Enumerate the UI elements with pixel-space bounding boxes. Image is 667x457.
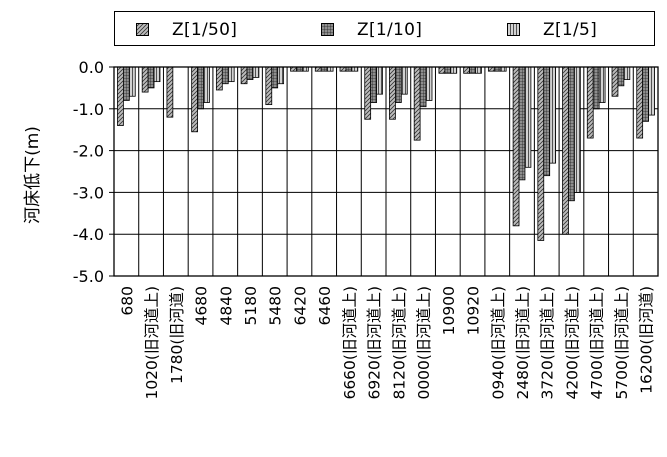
bar (246, 66, 254, 80)
bar (592, 66, 600, 110)
bar (475, 66, 482, 74)
legend-item-z-1-10: Z[1/10] (321, 20, 422, 40)
bar (271, 66, 279, 89)
x-tick-label: 6420 (292, 286, 310, 325)
x-tick-label: 3720(旧河道上) (539, 286, 557, 400)
legend: Z[1/50] Z[1/10] Z[1/5] (114, 11, 655, 46)
bar (197, 66, 204, 110)
bar (518, 66, 526, 181)
bar (549, 66, 557, 164)
bar (568, 66, 575, 202)
bar (469, 66, 476, 74)
bar (227, 66, 235, 83)
bar (394, 66, 402, 103)
bar (117, 66, 124, 126)
y-tick-label: -4.0 (73, 225, 104, 244)
bar (419, 66, 427, 108)
x-tick-label: 4200(旧河道上) (564, 286, 582, 400)
bar (537, 66, 545, 241)
legend-swatch-grid (321, 23, 334, 36)
bar (364, 66, 372, 120)
bar (240, 66, 248, 85)
x-tick-label: 0000(旧河道上) (415, 286, 433, 400)
bar (562, 66, 569, 235)
bar (450, 66, 458, 74)
bar (598, 66, 606, 103)
bar (400, 66, 408, 95)
x-tick-labels: 680 1020(旧河道上) 1780(旧河道) 4680 4840 5180 5480 64… (118, 286, 655, 400)
legend-item-z-1-5: Z[1/5] (507, 20, 597, 40)
bar (141, 66, 149, 93)
bar (636, 66, 644, 139)
bar (611, 66, 619, 97)
axes (109, 66, 659, 277)
x-tick-label: 680 (118, 286, 136, 316)
x-tick-label: 6460 (316, 286, 334, 325)
legend-swatch-diag (136, 23, 149, 36)
bar (370, 66, 378, 103)
grid-lines (113, 66, 659, 277)
y-tick-label: 0.0 (79, 58, 104, 77)
bar (215, 66, 223, 91)
bar (277, 66, 285, 85)
x-tick-label: 10920 (465, 286, 483, 335)
legend-swatch-vert (507, 23, 520, 36)
x-tick-label: 4680 (193, 286, 211, 325)
bar (642, 66, 649, 122)
x-tick-label: 1780(旧河道) (168, 286, 186, 384)
bar (524, 66, 532, 168)
bar (166, 66, 174, 118)
bar (648, 66, 655, 116)
bar (586, 66, 594, 139)
legend-label: Z[1/10] (357, 20, 423, 40)
bar (376, 66, 383, 95)
bar (574, 66, 581, 193)
x-tick-label: 1020(旧河道上) (143, 286, 161, 400)
bar (425, 66, 433, 101)
bar (413, 66, 421, 141)
x-tick-label: 0940(旧河道上) (489, 286, 507, 400)
y-tick-labels: 0.0 -1.0 -2.0 -3.0 -4.0 -5.0 (73, 58, 104, 286)
x-tick-label: 4700(旧河道上) (588, 286, 606, 400)
x-tick-label: 16200(旧河道) (638, 286, 656, 394)
bar (512, 66, 520, 227)
x-tick-label: 5180 (242, 286, 260, 325)
bar (389, 66, 396, 120)
y-tick-label: -1.0 (73, 100, 104, 119)
y-axis-label: 河床低下(m) (23, 126, 43, 224)
bar (221, 66, 229, 85)
bar (153, 66, 161, 83)
y-tick-label: -5.0 (73, 267, 104, 286)
x-tick-label: 4840 (217, 286, 235, 325)
bar (438, 66, 446, 74)
x-tick-label: 6920(旧河道上) (366, 286, 384, 400)
y-tick-label: -2.0 (73, 142, 104, 161)
bar (444, 66, 452, 74)
x-tick-label: 5700(旧河道上) (613, 286, 631, 400)
bar (203, 66, 210, 103)
x-tick-label: 8120(旧河道上) (390, 286, 408, 400)
legend-label: Z[1/5] (543, 20, 598, 40)
x-tick-label: 10900 (440, 286, 458, 335)
x-tick-label: 2480(旧河道上) (514, 286, 532, 400)
bar (463, 66, 470, 74)
legend-item-z-1-50: Z[1/50] (136, 20, 237, 40)
bar (191, 66, 198, 133)
bar (147, 66, 155, 89)
plot-frame (113, 66, 659, 277)
x-tick-label: 5480 (267, 286, 285, 325)
y-tick-label: -3.0 (73, 183, 104, 202)
bar (265, 66, 273, 106)
bar (623, 66, 631, 80)
x-tick-label: 6660(旧河道上) (341, 286, 359, 400)
bar (543, 66, 551, 177)
bar (252, 66, 260, 78)
legend-label: Z[1/50] (172, 20, 238, 40)
bar (128, 66, 136, 97)
bar (617, 66, 625, 87)
bar (123, 66, 130, 101)
